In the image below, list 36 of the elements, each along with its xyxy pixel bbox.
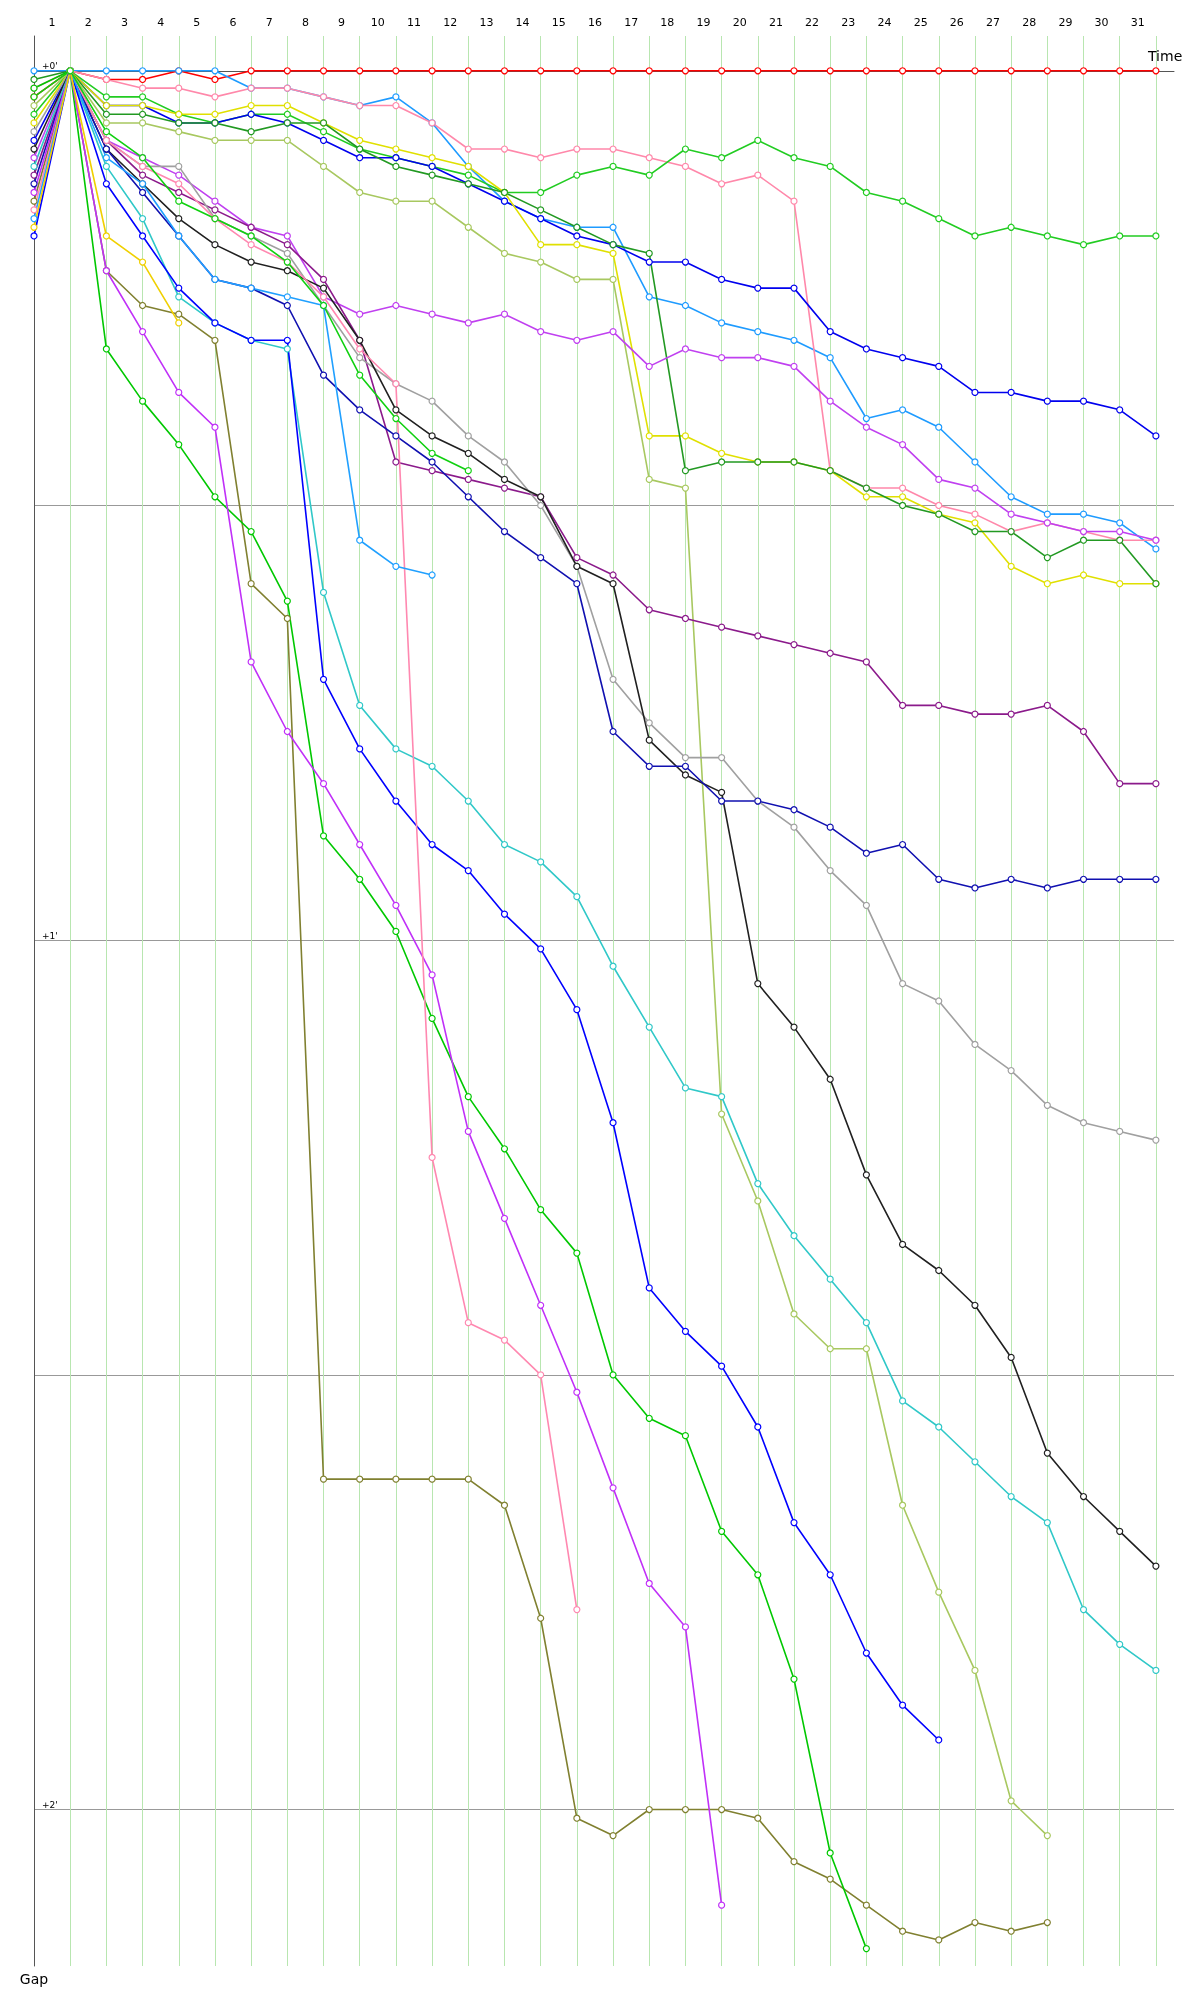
x-tick-label: 20	[732, 16, 747, 29]
x-tick-label: 25	[913, 16, 928, 29]
y-axis-title: Gap	[19, 1971, 49, 1987]
x-tick-label: 1	[48, 16, 56, 29]
x-tick-label: 31	[1130, 16, 1145, 29]
x-tick-label: 26	[949, 16, 964, 29]
x-tick-label: 2	[84, 16, 92, 29]
x-tick-label: 30	[1094, 16, 1109, 29]
y-tick-label: +0'	[42, 61, 58, 72]
x-tick-label: 14	[515, 16, 530, 29]
x-tick-label: 4	[157, 16, 165, 29]
x-tick-label: 10	[370, 16, 385, 29]
x-tick-label: 28	[1022, 16, 1037, 29]
x-tick-label: 5	[193, 16, 201, 29]
x-tick-label: 19	[696, 16, 711, 29]
x-tick-label: 12	[443, 16, 458, 29]
x-tick-label: 27	[986, 16, 1001, 29]
y-tick-label: +2'	[42, 1800, 58, 1811]
x-tick-label: 6	[229, 16, 237, 29]
x-tick-label: 11	[407, 16, 421, 29]
x-tick-label: 13	[479, 16, 494, 29]
x-tick-label: 3	[120, 16, 128, 29]
x-tick-label: 8	[301, 16, 309, 29]
x-axis-title: Time	[1147, 47, 1183, 64]
y-tick-label: +1'	[42, 930, 58, 941]
x-tick-label: 9	[338, 16, 346, 29]
x-tick-label: 29	[1058, 16, 1073, 29]
x-tick-label: 18	[660, 16, 675, 29]
x-tick-label: 23	[841, 16, 856, 29]
x-tick-label: 15	[551, 16, 566, 29]
x-tick-label: 17	[624, 16, 639, 29]
x-tick-label: 16	[587, 16, 602, 29]
x-tick-label: 24	[877, 16, 892, 29]
x-tick-label: 21	[768, 16, 783, 29]
x-tick-label: 22	[805, 16, 820, 29]
x-tick-label: 7	[265, 16, 273, 29]
